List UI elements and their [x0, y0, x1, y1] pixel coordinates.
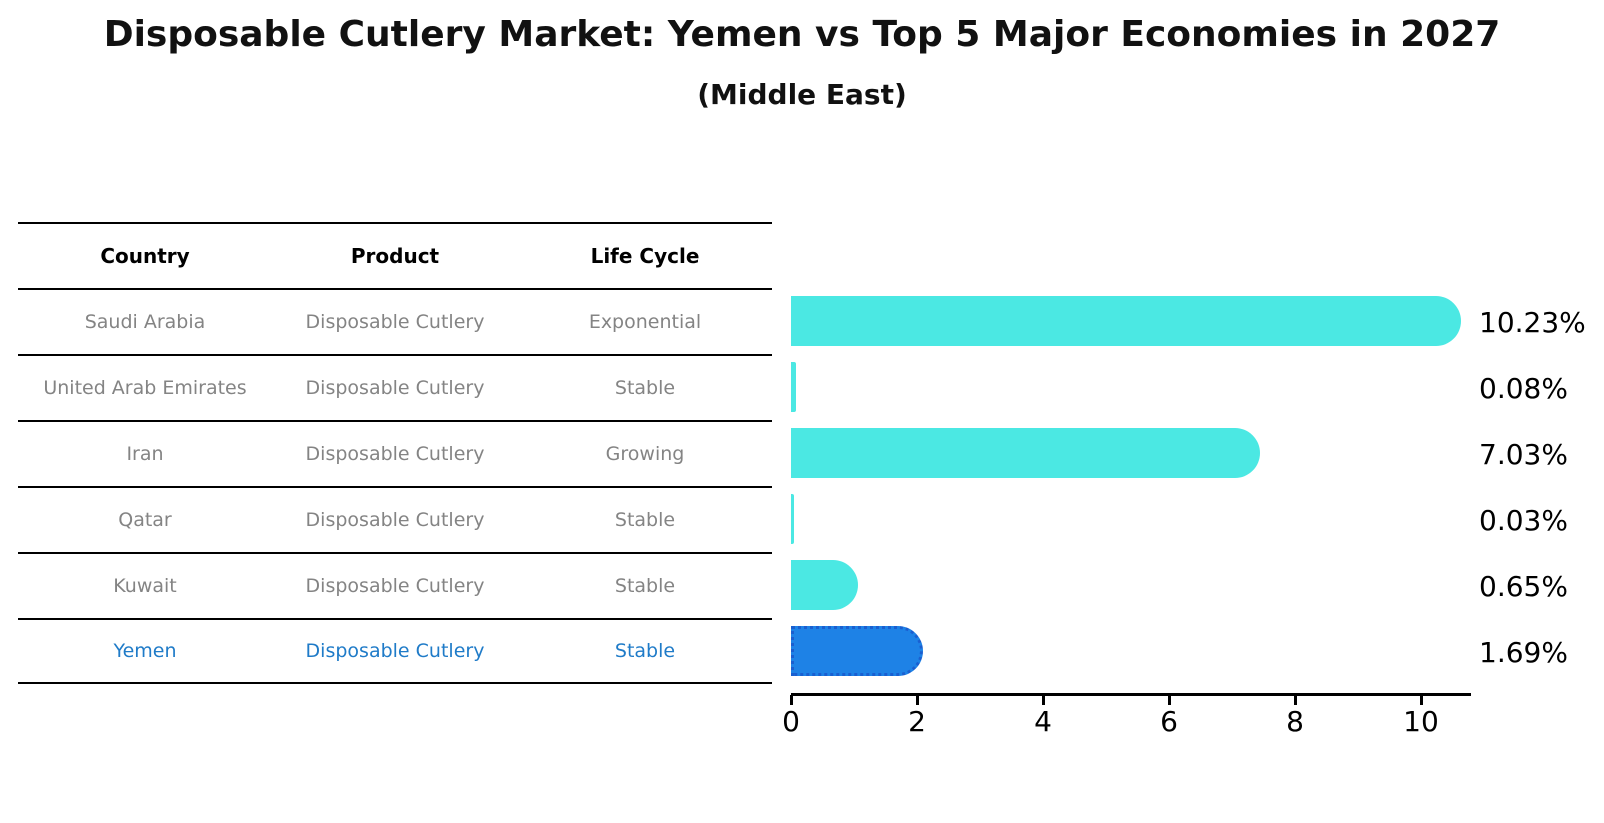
value-label-kuwait: 0.65% — [1479, 570, 1568, 603]
x-axis-line — [791, 693, 1471, 696]
country-cell: Kuwait — [113, 575, 177, 597]
table-row-kuwait: Kuwait Disposable Cutlery Stable — [18, 552, 772, 618]
life-cycle-cell: Stable — [614, 377, 676, 399]
bar-qatar — [791, 494, 794, 544]
column-header-country: Country — [100, 244, 190, 268]
x-tick-label-2: 2 — [908, 705, 926, 738]
x-tick-label-8: 8 — [1286, 705, 1304, 738]
product-cell: Disposable Cutlery — [305, 575, 485, 597]
table-row-iran: Iran Disposable Cutlery Growing — [18, 420, 772, 486]
product-cell: Disposable Cutlery — [305, 509, 485, 531]
x-tick-label-6: 6 — [1160, 705, 1178, 738]
value-label-saudi-arabia: 10.23% — [1479, 306, 1586, 339]
table-row-qatar: Qatar Disposable Cutlery Stable — [18, 486, 772, 552]
value-label-united-arab-emirates: 0.08% — [1479, 372, 1568, 405]
x-tick-label-4: 4 — [1034, 705, 1052, 738]
x-tick-mark-4 — [1041, 695, 1045, 705]
bar-iran — [791, 428, 1260, 478]
table-header-row: Country Product Life Cycle — [18, 222, 772, 288]
table-row-yemen: Yemen Disposable Cutlery Stable — [18, 618, 772, 684]
table-row-united-arab-emirates: United Arab Emirates Disposable Cutlery St… — [18, 354, 772, 420]
country-table: Country Product Life Cycle Saudi Arabia D… — [18, 222, 772, 684]
product-cell: Disposable Cutlery — [305, 311, 485, 333]
bar-united-arab-emirates — [791, 362, 797, 412]
x-tick-mark-10 — [1419, 695, 1423, 705]
table-row-saudi-arabia: Saudi Arabia Disposable Cutlery Exponentia… — [18, 288, 772, 354]
life-cycle-cell: Exponential — [588, 311, 702, 333]
life-cycle-cell: Stable — [614, 575, 676, 597]
chart-title: Disposable Cutlery Market: Yemen vs Top … — [103, 14, 1501, 55]
life-cycle-cell: Stable — [614, 640, 676, 662]
x-tick-label-0: 0 — [782, 705, 800, 738]
column-header-product: Product — [350, 244, 440, 268]
country-cell: Yemen — [113, 640, 177, 662]
country-cell: Qatar — [118, 509, 172, 531]
country-cell: Iran — [126, 443, 164, 465]
x-tick-mark-6 — [1167, 695, 1171, 705]
bar-yemen — [791, 626, 924, 676]
product-cell: Disposable Cutlery — [305, 377, 485, 399]
value-label-yemen: 1.69% — [1479, 636, 1568, 669]
life-cycle-cell: Growing — [605, 443, 685, 465]
bar-kuwait — [791, 560, 858, 610]
product-cell: Disposable Cutlery — [305, 443, 485, 465]
country-cell: Saudi Arabia — [84, 311, 206, 333]
chart-subtitle: (Middle East) — [697, 78, 907, 111]
life-cycle-cell: Stable — [614, 509, 676, 531]
x-tick-label-10: 10 — [1403, 705, 1439, 738]
product-cell: Disposable Cutlery — [305, 640, 485, 662]
x-tick-mark-2 — [915, 695, 919, 705]
bar-saudi-arabia — [791, 296, 1462, 346]
column-header-life-cycle: Life Cycle — [590, 244, 700, 268]
x-tick-mark-8 — [1293, 695, 1297, 705]
value-label-qatar: 0.03% — [1479, 504, 1568, 537]
value-label-iran: 7.03% — [1479, 438, 1568, 471]
x-tick-mark-0 — [789, 695, 793, 705]
table-body: Saudi Arabia Disposable Cutlery Exponentia… — [18, 288, 772, 684]
country-cell: United Arab Emirates — [43, 377, 247, 399]
